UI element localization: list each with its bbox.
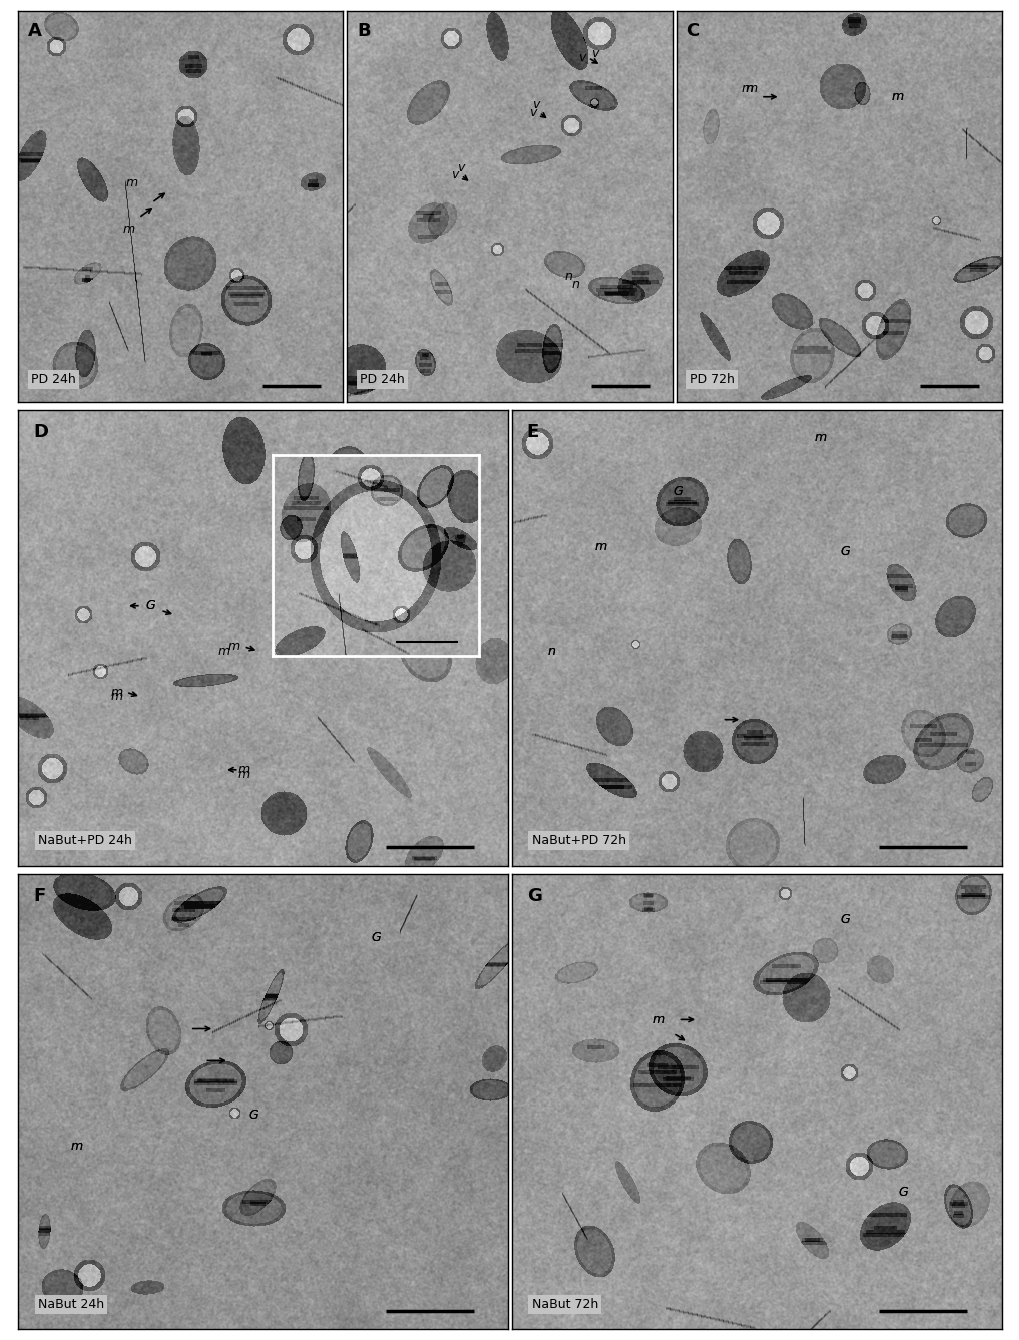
Text: D: D — [33, 423, 48, 441]
Text: m: m — [218, 645, 230, 658]
Text: m: m — [110, 690, 122, 704]
Text: m: m — [126, 177, 138, 189]
Text: E: E — [526, 423, 538, 441]
Text: n: n — [571, 277, 579, 291]
Text: G: G — [840, 544, 849, 557]
Text: m: m — [593, 540, 605, 553]
Text: G: G — [898, 1186, 908, 1199]
Text: NaBut+PD 24h: NaBut+PD 24h — [38, 835, 131, 847]
Text: m: m — [741, 83, 753, 95]
Text: m: m — [110, 686, 122, 699]
Text: n: n — [547, 645, 554, 658]
Text: G: G — [840, 913, 849, 926]
Text: G: G — [146, 599, 155, 612]
Text: G: G — [840, 913, 849, 926]
Text: m: m — [813, 430, 825, 444]
Text: G: G — [673, 485, 683, 498]
Text: n: n — [564, 271, 572, 283]
Text: PD 24h: PD 24h — [32, 373, 76, 386]
Text: m: m — [891, 90, 903, 103]
Text: m: m — [237, 768, 250, 781]
Text: A: A — [29, 23, 42, 40]
Text: m: m — [593, 540, 605, 553]
Text: NaBut 24h: NaBut 24h — [38, 1298, 104, 1311]
Text: n: n — [547, 645, 554, 658]
Text: G: G — [840, 544, 849, 557]
Text: m: m — [813, 430, 825, 444]
Text: G: G — [371, 931, 380, 943]
Text: G: G — [249, 1108, 258, 1122]
Text: v: v — [590, 47, 597, 60]
Text: m: m — [745, 83, 757, 95]
Text: v: v — [529, 106, 536, 119]
Text: m: m — [652, 1013, 664, 1026]
Text: G: G — [249, 1108, 258, 1122]
Text: v: v — [458, 161, 465, 174]
Text: m: m — [652, 1013, 664, 1026]
Text: NaBut+PD 72h: NaBut+PD 72h — [531, 835, 625, 847]
Text: PD 24h: PD 24h — [360, 373, 405, 386]
Text: G: G — [673, 485, 683, 498]
Text: v: v — [577, 51, 585, 64]
Text: v: v — [532, 98, 539, 111]
Text: m: m — [891, 90, 903, 103]
Text: m: m — [237, 764, 250, 776]
Text: NaBut 72h: NaBut 72h — [531, 1298, 597, 1311]
Text: B: B — [357, 23, 371, 40]
Text: m: m — [227, 641, 239, 654]
Text: v: v — [450, 169, 458, 181]
Text: G: G — [371, 931, 380, 943]
Text: m: m — [122, 224, 135, 236]
Text: PD 72h: PD 72h — [689, 373, 734, 386]
Text: m: m — [71, 1140, 84, 1154]
Text: C: C — [686, 23, 699, 40]
Text: m: m — [71, 1140, 84, 1154]
Text: G: G — [898, 1186, 908, 1199]
Text: F: F — [33, 887, 45, 906]
Text: G: G — [526, 887, 541, 906]
Text: G: G — [146, 599, 155, 612]
